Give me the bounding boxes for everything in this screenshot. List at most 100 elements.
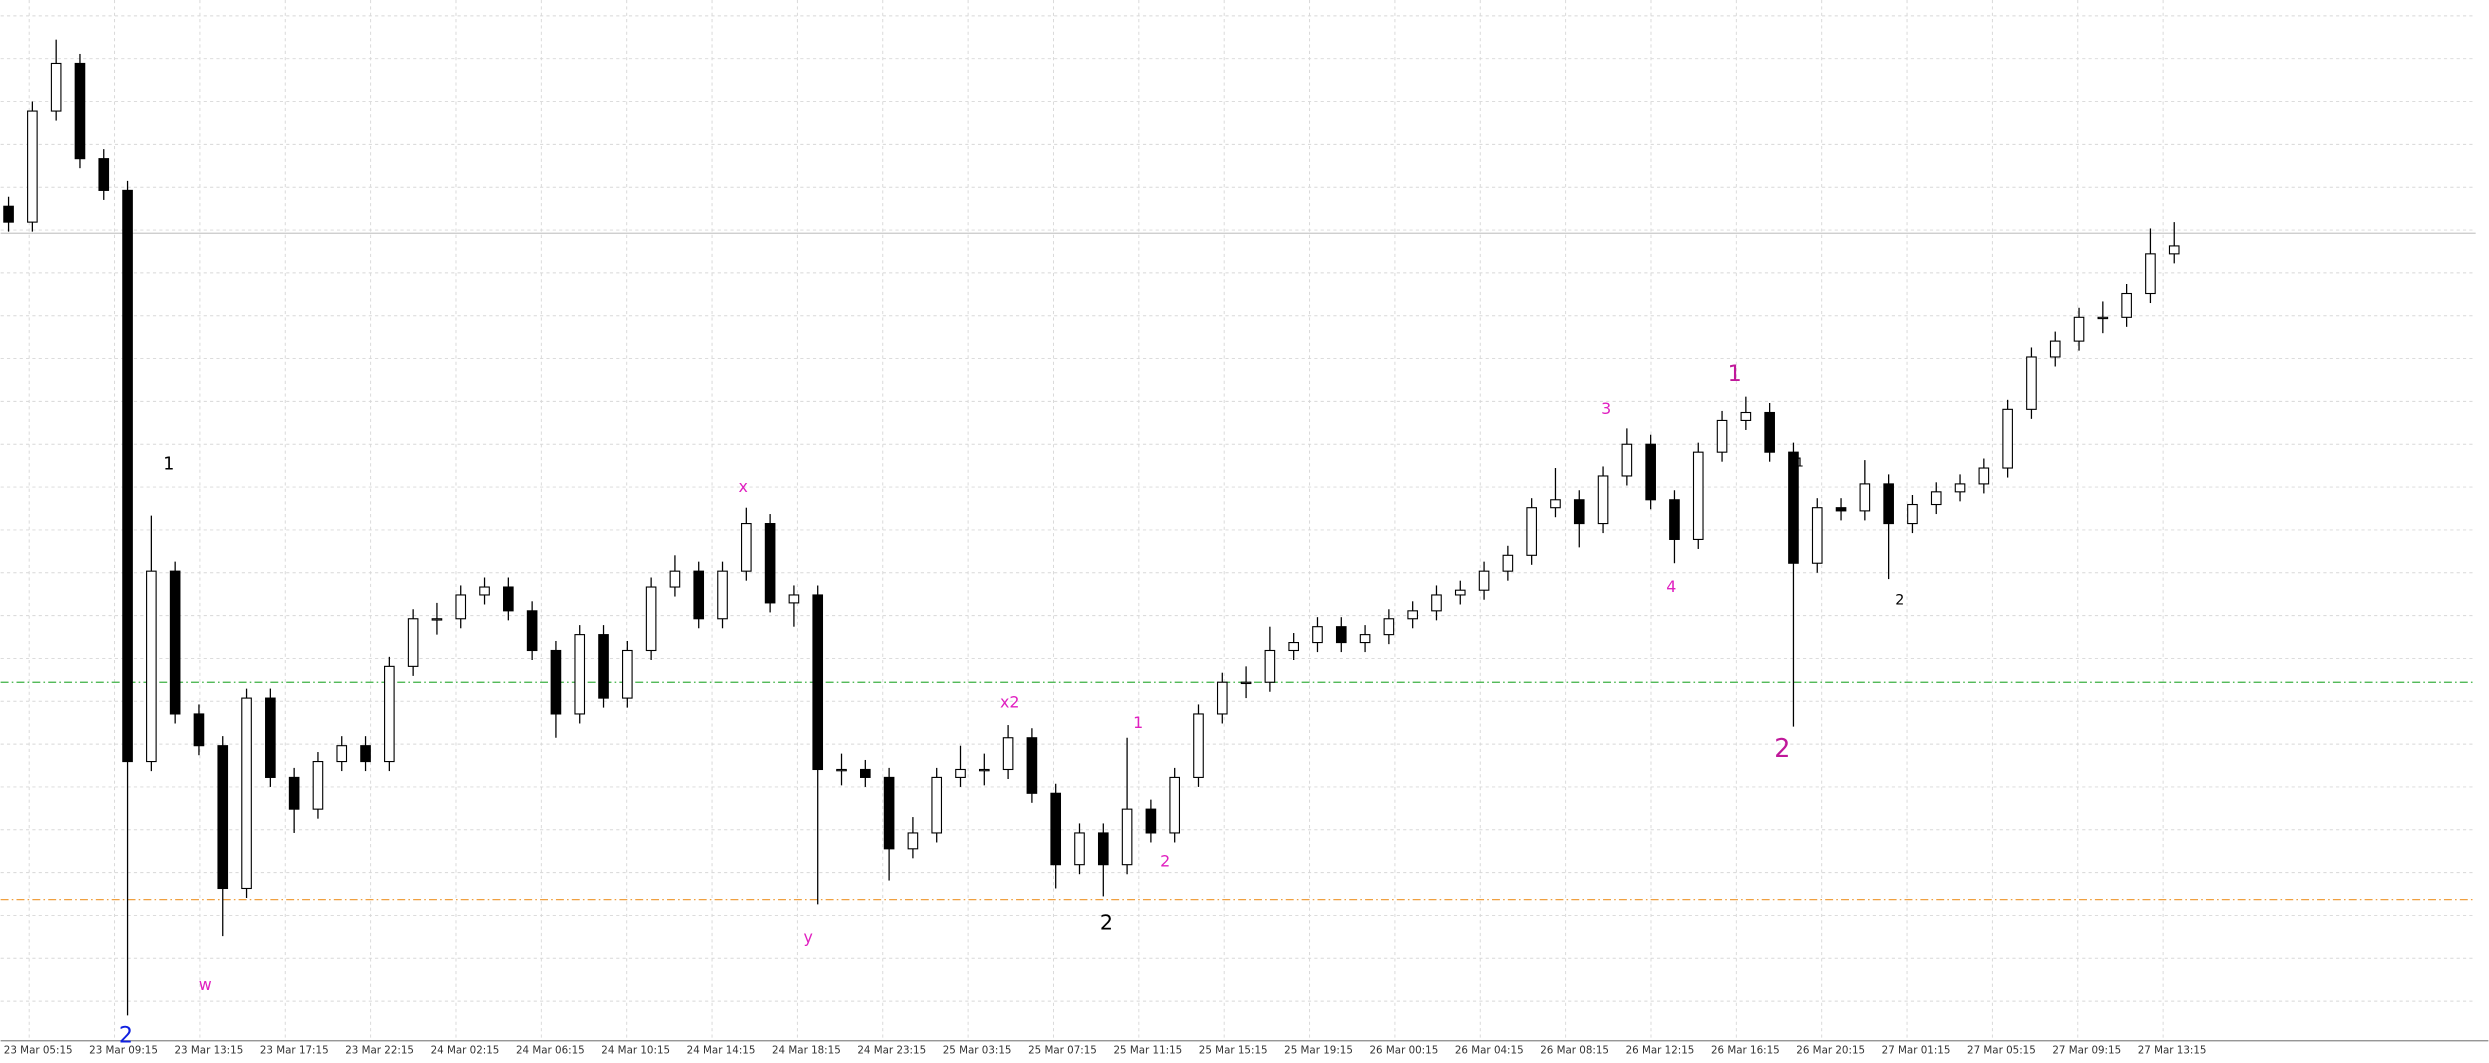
candle-body xyxy=(1121,808,1133,866)
x-tick-label: 24 Mar 23:15 xyxy=(857,1044,926,1056)
wave-label: 1 xyxy=(1133,713,1143,732)
candle-body xyxy=(265,697,276,778)
candle-body xyxy=(550,649,562,715)
x-tick-label: 24 Mar 06:15 xyxy=(516,1044,585,1056)
x-tick-label: 27 Mar 13:15 xyxy=(2138,1044,2207,1056)
wave-label: 1 xyxy=(1796,454,1804,469)
x-tick-label: 24 Mar 10:15 xyxy=(601,1044,670,1056)
candle-body xyxy=(455,594,467,620)
x-tick-label: 27 Mar 09:15 xyxy=(2052,1044,2121,1056)
candle-body xyxy=(74,62,86,160)
x-axis-labels: 23 Mar 05:15 23 Mar 09:15 23 Mar 13:15 23 M… xyxy=(4,1044,2207,1056)
candle-body xyxy=(1026,737,1038,794)
grid xyxy=(0,0,2476,1040)
candle-body xyxy=(1169,776,1181,834)
x-tick-label: 25 Mar 19:15 xyxy=(1284,1044,1353,1056)
candle-body xyxy=(217,745,229,890)
candle-body xyxy=(122,189,133,763)
x-tick-label: 27 Mar 05:15 xyxy=(1967,1044,2036,1056)
candle-body xyxy=(2002,408,2013,469)
candle-body xyxy=(955,768,966,778)
annotations: 2 1 w x y x2 1 2 2 3 4 1 2 1 2 xyxy=(119,361,1904,1049)
candle-body xyxy=(1883,483,1894,525)
wave-label: 1 xyxy=(1728,361,1742,387)
candle-body xyxy=(1240,681,1252,685)
candle-body xyxy=(1526,507,1537,556)
candle-body xyxy=(1288,642,1299,652)
candle-body xyxy=(1431,594,1442,612)
x-tick-label: 26 Mar 20:15 xyxy=(1796,1044,1865,1056)
candle-body xyxy=(1811,507,1823,564)
candle-body xyxy=(669,570,681,588)
wave-label: 1 xyxy=(163,455,174,475)
candle-body xyxy=(1907,503,1918,525)
candle-body xyxy=(741,523,752,572)
candle-body xyxy=(1145,808,1157,834)
candle-body xyxy=(2121,292,2132,318)
candle-body xyxy=(1550,499,1561,509)
candle-body xyxy=(407,618,419,667)
candle-body xyxy=(193,713,205,747)
candle-body xyxy=(3,205,14,223)
candle-body xyxy=(1835,507,1847,512)
candle-body xyxy=(1002,737,1014,771)
candle-body xyxy=(859,768,871,778)
candle-body xyxy=(169,570,181,715)
candle-body xyxy=(1740,411,1752,421)
candle-body xyxy=(622,649,633,699)
candle-body xyxy=(574,634,586,715)
x-tick-label: 26 Mar 04:15 xyxy=(1455,1044,1524,1056)
x-tick-label: 24 Mar 14:15 xyxy=(687,1044,756,1056)
candles xyxy=(3,39,2180,1016)
candle-body xyxy=(336,745,348,763)
x-tick-label: 23 Mar 05:15 xyxy=(4,1044,73,1056)
candle-body xyxy=(883,776,895,850)
candle-body xyxy=(241,697,252,890)
candle-body xyxy=(1264,649,1276,683)
candle-body xyxy=(98,158,110,191)
candle-body xyxy=(360,745,371,763)
candle-body xyxy=(836,768,847,772)
x-tick-label: 26 Mar 12:15 xyxy=(1626,1044,1695,1056)
candle-body xyxy=(788,594,800,604)
candle-body xyxy=(526,610,538,652)
candle-body xyxy=(598,634,609,699)
candle-body xyxy=(1454,589,1466,596)
candle-body xyxy=(1788,451,1799,564)
candle-body xyxy=(1716,419,1728,453)
candle-body xyxy=(50,62,62,112)
candle-body xyxy=(1335,626,1347,644)
candle-body xyxy=(764,523,776,604)
candle-body xyxy=(2145,253,2156,295)
candle-body xyxy=(1312,626,1323,644)
candle-body xyxy=(288,776,300,810)
x-tick-label: 25 Mar 03:15 xyxy=(943,1044,1012,1056)
x-tick-label: 24 Mar 02:15 xyxy=(431,1044,500,1056)
wave-label: 2 xyxy=(119,1022,133,1048)
x-tick-label: 23 Mar 13:15 xyxy=(175,1044,244,1056)
candle-body xyxy=(1050,792,1062,866)
x-tick-label: 25 Mar 15:15 xyxy=(1199,1044,1268,1056)
wave-label: y xyxy=(803,927,812,946)
candle-body xyxy=(2097,316,2109,320)
wave-label: x xyxy=(738,477,747,496)
x-tick-label: 23 Mar 17:15 xyxy=(260,1044,329,1056)
x-tick-label: 26 Mar 16:15 xyxy=(1711,1044,1780,1056)
candle-body xyxy=(812,594,824,771)
candle-body xyxy=(1097,832,1109,866)
candle-body xyxy=(1074,832,1085,866)
candle-body xyxy=(384,665,395,763)
candle-body xyxy=(1216,681,1228,715)
candle-body xyxy=(1669,499,1680,540)
candle-body xyxy=(1502,554,1514,572)
candle-body xyxy=(1621,443,1633,477)
x-tick-label: 26 Mar 08:15 xyxy=(1540,1044,1609,1056)
candle-body xyxy=(146,570,157,763)
candle-body xyxy=(1954,483,1966,493)
candle-body xyxy=(431,618,443,621)
candle-body xyxy=(1383,618,1395,636)
wave-label: x2 xyxy=(1000,693,1019,712)
candle-body xyxy=(717,570,728,620)
